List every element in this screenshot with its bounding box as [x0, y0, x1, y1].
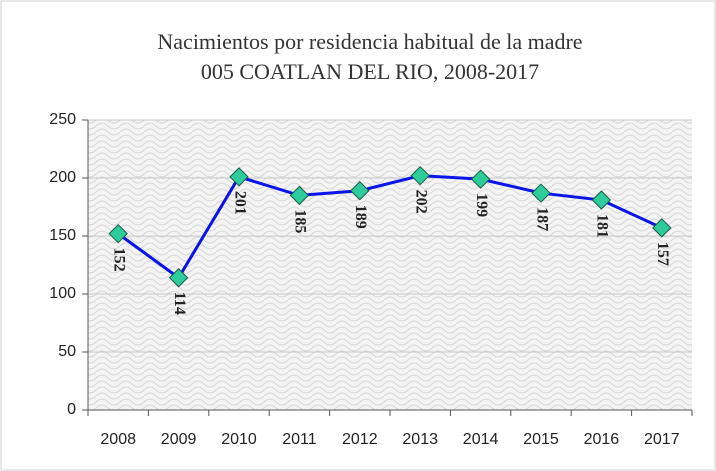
marker	[168, 268, 189, 288]
x-tick-label: 2015	[523, 431, 559, 448]
x-tick-label: 2016	[584, 431, 620, 448]
y-tick-label: 0	[67, 401, 76, 418]
chart-subtitle: 005 COATLAN DEL RIO, 2008-2017	[201, 59, 539, 84]
data-label: 201	[231, 191, 248, 215]
x-tick-label: 2009	[161, 431, 197, 448]
y-tick-label: 250	[49, 111, 76, 128]
marker	[229, 167, 249, 187]
data-label: 157	[654, 242, 671, 266]
data-label: 202	[413, 190, 430, 214]
y-tick-label: 50	[58, 343, 76, 360]
marker	[289, 185, 310, 206]
data-label: 181	[594, 214, 611, 238]
x-tick-label: 2017	[644, 431, 680, 448]
y-tick-label: 100	[49, 285, 76, 302]
line	[117, 174, 663, 280]
marker	[591, 190, 612, 210]
y-tick-label: 200	[49, 169, 76, 186]
data-label: 114	[171, 292, 188, 315]
x-tick-label: 2014	[463, 431, 499, 448]
data-label: 152	[111, 248, 128, 272]
data-label: 185	[292, 209, 309, 233]
data-label: 187	[533, 207, 550, 231]
x-tick-label: 2013	[402, 431, 438, 448]
plot-area	[88, 120, 692, 410]
marker	[350, 181, 370, 201]
x-tick-label: 2010	[221, 431, 257, 448]
x-tick-label: 2008	[100, 431, 136, 448]
data-label: 189	[352, 205, 369, 229]
marker	[410, 165, 430, 186]
marker	[531, 183, 551, 203]
marker	[652, 218, 672, 238]
marker	[108, 223, 128, 244]
data-label: 199	[473, 193, 490, 217]
y-tick-label: 150	[49, 227, 76, 244]
chart-title: Nacimientos por residencia habitual de l…	[157, 29, 582, 54]
marker	[470, 169, 491, 189]
x-tick-label: 2011	[282, 431, 317, 448]
x-tick-label: 2012	[342, 431, 378, 448]
